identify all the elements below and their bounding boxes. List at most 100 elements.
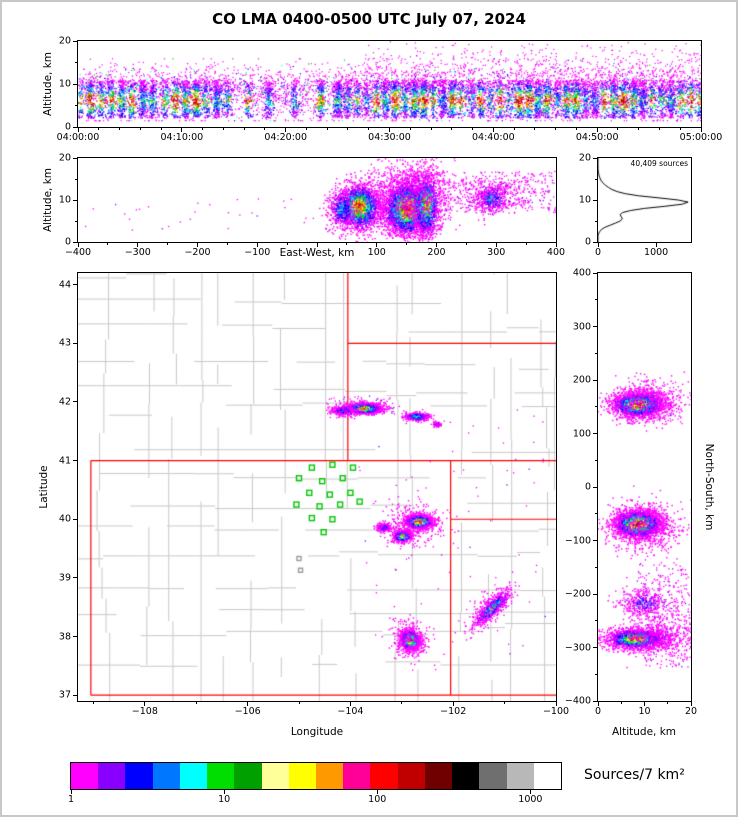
tick-label: −400 [64, 247, 92, 258]
tick-label: −108 [131, 706, 158, 717]
tick-label: −100 [244, 247, 271, 258]
east-west-canvas [78, 158, 556, 242]
tick-label: 38 [58, 630, 71, 642]
plan-view-canvas [78, 273, 556, 701]
tick-mark [73, 126, 77, 128]
tick-mark [73, 694, 77, 696]
tick-mark [376, 790, 378, 794]
tick-mark [595, 299, 597, 301]
latitude-axis-label: Latitude [38, 465, 50, 509]
colorbar-segment [506, 763, 534, 789]
tick-label: 100 [368, 794, 387, 805]
tick-mark [401, 702, 403, 704]
north-south-axis-label: North-South, km [703, 443, 715, 531]
tick-mark [243, 128, 245, 130]
east-west-cross-section-panel [77, 157, 557, 243]
time-height-canvas [78, 41, 701, 127]
colorbar-segment [288, 763, 316, 789]
tick-mark [75, 220, 77, 222]
tick-label: 0 [584, 481, 591, 493]
colorbar-segment [370, 763, 398, 789]
tick-mark [222, 128, 224, 130]
tick-mark [575, 128, 577, 130]
tick-mark [555, 243, 557, 247]
tick-mark [73, 83, 77, 85]
tick-mark [73, 157, 77, 159]
tick-label: 100 [367, 247, 386, 258]
tick-mark [593, 540, 597, 541]
tick-mark [593, 486, 597, 488]
tick-mark [73, 518, 77, 520]
tick-mark [638, 128, 640, 130]
tick-mark [77, 128, 79, 132]
tick-mark [73, 241, 77, 243]
tick-mark [285, 128, 287, 132]
colorbar-segment [98, 763, 126, 789]
altitude-histogram-panel: 40,409 sources [597, 157, 692, 243]
tick-mark [555, 702, 557, 706]
source-count-label: 40,409 sources [630, 159, 688, 168]
tick-mark [595, 178, 597, 180]
tick-label: −106 [234, 706, 261, 717]
tick-mark [73, 636, 77, 637]
colorbar-segment [452, 763, 480, 789]
tick-mark [73, 342, 77, 344]
tick-mark [593, 593, 597, 595]
tick-mark [593, 700, 597, 702]
tick-label: 1000 [518, 794, 543, 805]
tick-mark [376, 243, 378, 247]
colorbar-segment [424, 763, 453, 789]
figure-title: CO LMA 0400-0500 UTC July 07, 2024 [212, 10, 526, 28]
tick-mark [667, 702, 669, 704]
tick-mark [465, 243, 467, 245]
tick-mark [326, 128, 328, 130]
tick-mark [349, 702, 351, 706]
tick-label: 1 [67, 794, 75, 805]
tick-mark [368, 128, 370, 130]
tick-mark [167, 243, 169, 245]
tick-mark [529, 790, 531, 794]
tick-mark [504, 702, 506, 704]
tick-label: −200 [564, 588, 591, 600]
tick-mark [181, 128, 183, 132]
tick-label: 400 [572, 267, 591, 279]
tick-mark [436, 243, 437, 247]
tick-label: 20 [58, 35, 71, 47]
tick-mark [595, 620, 597, 622]
tick-mark [595, 406, 597, 408]
tick-mark [144, 702, 146, 706]
tick-mark [430, 128, 432, 130]
tick-mark [452, 702, 454, 706]
colorbar-segment [207, 763, 235, 789]
tick-label: 05:00:00 [679, 132, 723, 143]
colorbar-segment [71, 763, 99, 789]
tick-mark [264, 128, 266, 130]
tick-mark [534, 128, 536, 130]
tick-label: 42 [58, 396, 71, 408]
tick-mark [137, 243, 139, 247]
tick-mark [346, 243, 348, 245]
tick-mark [593, 272, 597, 274]
tick-label: 20 [58, 152, 71, 164]
tick-label: −200 [184, 247, 211, 258]
east-west-x-axis-label: East-West, km [279, 247, 355, 259]
histogram-canvas [598, 158, 691, 242]
tick-mark [73, 401, 77, 403]
plan-view-map-panel [77, 272, 557, 702]
tick-label: −300 [564, 641, 591, 653]
tick-mark [593, 326, 597, 327]
tick-mark [593, 157, 597, 159]
tick-label: 300 [487, 247, 506, 258]
tick-mark [92, 702, 94, 704]
colorbar-label: Sources/7 km² [584, 767, 685, 783]
east-west-y-axis-label: Altitude, km [42, 167, 54, 233]
tick-mark [247, 702, 249, 706]
tick-label: 41 [58, 454, 71, 466]
tick-mark [595, 220, 597, 222]
tick-mark [593, 379, 597, 381]
tick-label: −104 [337, 706, 364, 717]
tick-label: −400 [564, 695, 591, 707]
tick-mark [305, 128, 307, 130]
tick-mark [492, 128, 494, 132]
